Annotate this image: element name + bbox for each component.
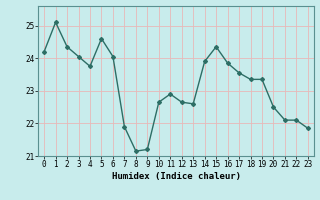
X-axis label: Humidex (Indice chaleur): Humidex (Indice chaleur) xyxy=(111,172,241,181)
